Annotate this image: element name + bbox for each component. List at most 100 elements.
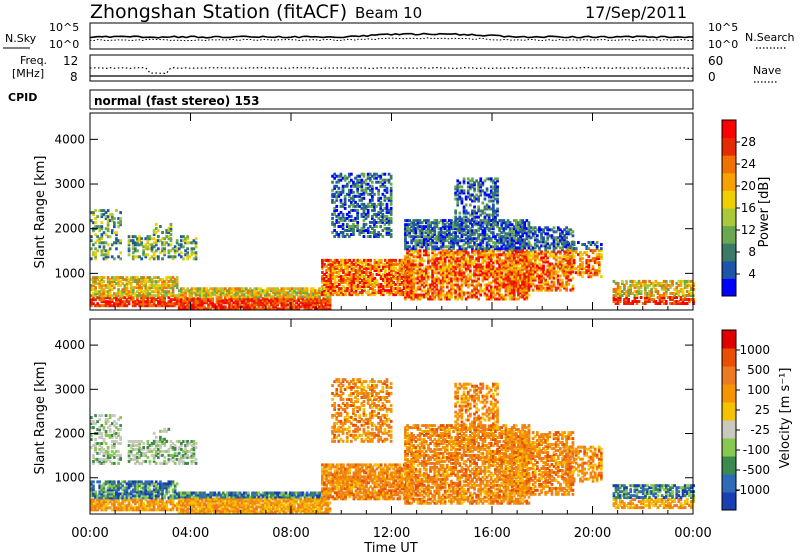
heatmap-cell xyxy=(152,290,156,294)
heatmap-cell xyxy=(485,269,489,273)
heatmap-cell xyxy=(94,290,97,294)
heatmap-cell xyxy=(121,294,125,298)
heatmap-cell xyxy=(367,277,370,280)
heatmap-cell xyxy=(94,288,97,292)
heatmap-cell xyxy=(420,231,424,235)
heatmap-cell xyxy=(321,291,324,295)
heatmap-cell xyxy=(280,297,284,301)
heatmap-cell xyxy=(515,252,518,256)
heatmap-cell xyxy=(333,192,336,196)
heatmap-cell xyxy=(536,272,539,276)
heatmap-cell xyxy=(425,265,428,269)
heatmap-cell xyxy=(301,301,305,305)
heatmap-cell xyxy=(437,277,441,281)
heatmap-cell xyxy=(203,295,206,299)
heatmap-cell xyxy=(487,267,491,271)
heatmap-cell xyxy=(152,251,156,255)
heatmap-cell xyxy=(342,260,345,264)
heatmap-cell xyxy=(295,299,298,303)
heatmap-cell xyxy=(343,184,347,188)
heatmap-cell xyxy=(529,284,533,288)
heatmap-cell xyxy=(433,221,437,225)
heatmap-cell xyxy=(475,267,478,271)
heatmap-cell xyxy=(161,257,164,261)
heatmap-cell xyxy=(230,307,233,311)
heatmap-cell xyxy=(536,286,539,290)
heatmap-cell xyxy=(333,184,336,188)
heatmap-cell xyxy=(508,295,512,299)
heatmap-cell xyxy=(108,284,112,288)
heatmap-cell xyxy=(443,295,447,299)
heatmap-cell xyxy=(311,295,315,299)
heatmap-cell xyxy=(462,209,466,213)
heatmap-cell xyxy=(412,245,416,249)
heatmap-cell xyxy=(414,227,418,231)
heatmap-cell xyxy=(333,194,336,198)
heatmap-cell xyxy=(454,291,457,295)
heatmap-cell xyxy=(134,241,137,245)
heatmap-cell xyxy=(209,291,212,295)
heatmap-cell xyxy=(565,282,568,286)
heatmap-cell xyxy=(192,303,196,307)
heatmap-cell xyxy=(479,263,483,267)
heatmap-cell xyxy=(466,195,470,199)
heatmap-cell xyxy=(363,281,366,284)
heatmap-cell xyxy=(152,298,156,302)
heatmap-cell xyxy=(125,286,129,290)
heatmap-cell xyxy=(113,304,116,308)
heatmap-cell xyxy=(544,226,547,230)
heatmap-cell xyxy=(299,295,303,299)
heatmap-cell xyxy=(427,271,430,275)
heatmap-cell xyxy=(445,281,449,285)
heatmap-cell xyxy=(500,259,504,263)
heatmap-cell xyxy=(348,271,352,274)
heatmap-cell xyxy=(481,245,485,249)
heatmap-cell xyxy=(412,283,416,287)
heatmap-cell xyxy=(150,278,154,282)
heatmap-cell xyxy=(316,301,319,305)
heatmap-cell xyxy=(346,289,349,293)
heatmap-cell xyxy=(517,238,520,242)
heatmap-cell xyxy=(410,249,413,253)
heatmap-cell xyxy=(221,301,225,305)
heatmap-cell xyxy=(265,293,269,297)
heatmap-cell xyxy=(144,253,148,257)
heatmap-cell xyxy=(333,281,337,284)
heatmap-cell xyxy=(494,293,497,297)
heatmap-cell xyxy=(554,246,558,250)
heatmap-cell xyxy=(494,181,497,185)
heatmap-cell xyxy=(360,275,364,278)
heatmap-cell xyxy=(367,262,370,266)
heatmap-cell xyxy=(462,221,466,225)
heatmap-cell xyxy=(527,262,531,266)
heatmap-cell xyxy=(360,269,364,272)
heatmap-cell xyxy=(570,255,574,259)
heatmap-cell xyxy=(448,219,451,223)
heatmap-cell xyxy=(412,227,416,231)
heatmap-cell xyxy=(504,297,508,301)
heatmap-cell xyxy=(466,277,470,281)
heatmap-cell xyxy=(487,247,491,251)
heatmap-cell xyxy=(385,208,389,212)
heatmap-cell xyxy=(217,301,221,305)
heatmap-cell xyxy=(356,266,360,270)
heatmap-cell xyxy=(339,204,343,208)
heatmap-cell xyxy=(192,247,196,251)
heatmap-cell xyxy=(253,295,256,299)
heatmap-cell xyxy=(523,276,527,280)
heatmap-cell xyxy=(556,262,560,266)
heatmap-cell xyxy=(102,296,106,300)
heatmap-cell xyxy=(435,247,439,251)
heatmap-cell xyxy=(326,295,330,299)
heatmap-cell xyxy=(448,237,451,241)
heatmap-cell xyxy=(523,267,527,271)
heatmap-cell xyxy=(152,276,156,280)
heatmap-cell xyxy=(433,231,437,235)
heatmap-cell xyxy=(373,218,376,222)
heatmap-cell xyxy=(519,284,522,288)
heatmap-cell xyxy=(205,291,208,295)
heatmap-cell xyxy=(389,229,393,232)
heatmap-cell xyxy=(510,251,514,255)
heatmap-cell xyxy=(469,233,472,237)
heatmap-cell xyxy=(469,261,472,265)
